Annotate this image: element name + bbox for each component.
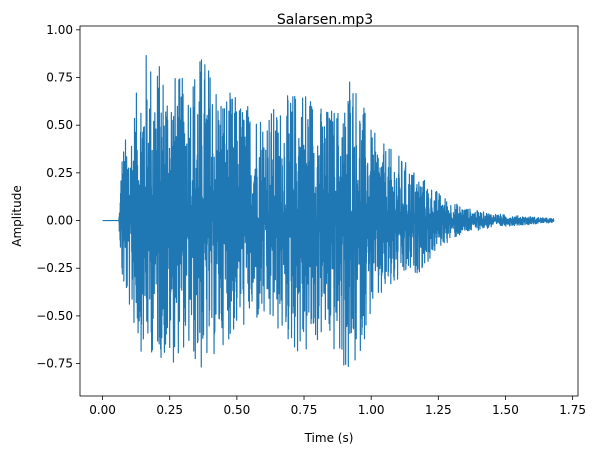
y-tick-label: 0.25 bbox=[46, 166, 73, 180]
x-tick-label: 1.25 bbox=[425, 403, 452, 417]
x-axis-ticks: 0.00 0.25 0.50 0.75 1.00 1.25 1.50 1.75 bbox=[89, 396, 586, 417]
y-tick-label: −0.75 bbox=[36, 357, 73, 371]
waveform-line bbox=[102, 55, 555, 368]
axes-frame bbox=[79, 25, 579, 397]
x-tick-label: 1.00 bbox=[358, 403, 385, 417]
x-tick-label: 1.50 bbox=[492, 403, 519, 417]
y-axis-label: Amplitude bbox=[10, 185, 24, 247]
x-tick-label: 0.00 bbox=[89, 403, 116, 417]
chart-title: Salarsen.mp3 bbox=[277, 12, 373, 28]
x-tick-label: 0.50 bbox=[224, 403, 251, 417]
y-tick-label: 0.00 bbox=[46, 214, 73, 228]
y-tick-label: 1.00 bbox=[46, 23, 73, 37]
plot-area bbox=[102, 55, 555, 368]
y-tick-label: −0.50 bbox=[36, 309, 73, 323]
x-axis-label: Time (s) bbox=[304, 431, 354, 445]
y-tick-label: −0.25 bbox=[36, 261, 73, 275]
y-tick-label: 0.50 bbox=[46, 118, 73, 132]
x-tick-label: 1.75 bbox=[559, 403, 586, 417]
waveform-series bbox=[102, 55, 555, 368]
x-tick-label: 0.25 bbox=[156, 403, 183, 417]
y-axis-ticks: −0.75 −0.50 −0.25 0.00 0.25 0.50 0.75 1.00 bbox=[36, 23, 80, 371]
x-tick-label: 0.75 bbox=[291, 403, 318, 417]
y-tick-label: 0.75 bbox=[46, 70, 73, 84]
